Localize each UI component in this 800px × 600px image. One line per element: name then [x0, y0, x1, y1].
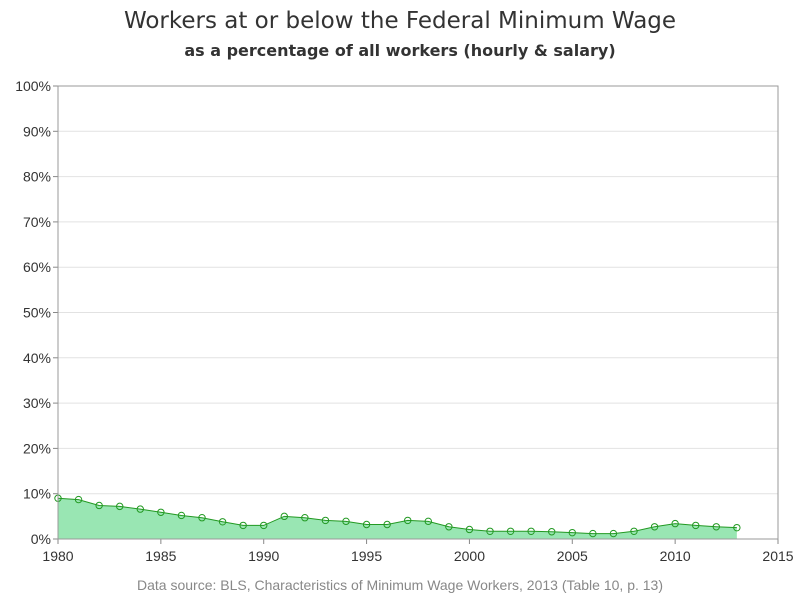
x-tick-label: 1995	[351, 548, 382, 564]
chart-title: Workers at or below the Federal Minimum …	[123, 8, 677, 34]
y-tick-label: 10%	[23, 486, 51, 502]
plot-frame	[57, 85, 779, 540]
data-point	[445, 523, 453, 531]
data-point	[198, 514, 206, 522]
y-tick-label: 100%	[15, 78, 51, 94]
data-point	[239, 521, 247, 530]
y-tick-label: 50%	[23, 305, 51, 321]
data-point	[301, 514, 309, 522]
data-point	[506, 527, 515, 535]
data-source-note: Data source: BLS, Characteristics of Min…	[137, 577, 663, 593]
data-point	[157, 508, 165, 516]
data-point	[589, 529, 597, 538]
data-point	[692, 521, 700, 530]
data-point	[650, 523, 659, 531]
area-fill	[58, 498, 737, 539]
data-point	[671, 519, 679, 528]
data-point	[383, 520, 391, 529]
data-point	[342, 517, 350, 526]
data-point	[136, 505, 144, 513]
y-tick-label: 0%	[31, 531, 51, 547]
y-tick-label: 40%	[23, 350, 51, 366]
data-point	[362, 520, 371, 529]
data-point	[733, 523, 741, 532]
x-tick-label: 2015	[762, 548, 793, 564]
data-point	[424, 517, 432, 526]
x-tick-label: 1985	[145, 548, 176, 564]
data-point	[177, 511, 186, 520]
data-point	[630, 527, 638, 535]
data-point	[712, 523, 720, 531]
y-tick-label: 80%	[23, 169, 51, 185]
data-point	[404, 516, 412, 525]
data-point	[548, 528, 556, 536]
data-point	[609, 529, 618, 538]
x-tick-label: 2000	[454, 548, 485, 564]
data-point	[321, 516, 330, 525]
data-point	[218, 518, 227, 526]
y-tick-label: 90%	[23, 123, 51, 139]
y-tick-label: 20%	[23, 440, 51, 456]
data-point	[527, 527, 535, 535]
data-point	[568, 528, 576, 537]
data-point	[465, 525, 474, 534]
series-line	[57, 497, 737, 535]
data-point	[74, 495, 83, 504]
data-point	[95, 501, 103, 510]
x-tick-label: 2010	[660, 548, 691, 564]
y-tick-label: 30%	[23, 395, 51, 411]
chart-subtitle: as a percentage of all workers (hourly &…	[184, 41, 616, 60]
data-point	[260, 521, 268, 530]
y-tick-label: 60%	[23, 259, 51, 275]
data-point	[280, 512, 288, 521]
data-point	[116, 502, 124, 511]
data-point	[486, 527, 494, 535]
x-tick-label: 2005	[557, 548, 588, 564]
x-tick-label: 1980	[42, 548, 73, 564]
y-tick-label: 70%	[23, 214, 51, 230]
x-tick-label: 1990	[248, 548, 279, 564]
